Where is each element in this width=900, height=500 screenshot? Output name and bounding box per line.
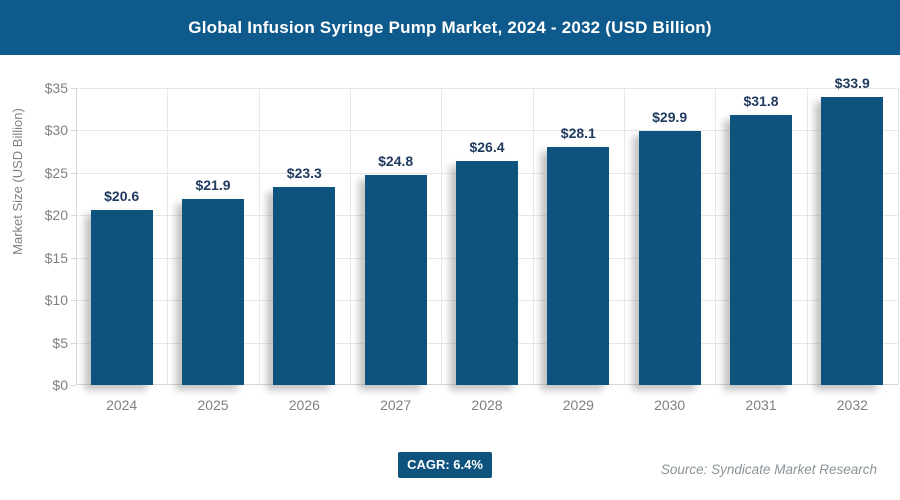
y-axis-line [76,88,77,385]
plot-area: $0 $5 $10 $15 $20 $25 $30 $35 $20.6 2024 $21.9 2025… [45,75,899,413]
y-tick-label: $25 [44,164,68,181]
bar-value-label: $29.9 [652,109,688,126]
gridline-vertical [806,88,808,385]
bar-value-label: $23.3 [286,165,322,182]
bar-2032 [821,97,884,385]
bar-value-label: $31.8 [743,93,779,110]
x-tick-label: 2029 [562,397,594,413]
cagr-badge: CAGR: 6.4% [398,452,492,478]
y-tick-mark [71,385,76,386]
gridline-vertical [532,88,534,385]
y-tick-mark [71,342,76,344]
bar-value-label: $24.8 [378,152,414,169]
y-tick-label: $20 [44,207,68,224]
y-tick-label: $0 [52,377,68,393]
x-tick-label: 2027 [380,397,412,413]
gridline-vertical [441,88,443,385]
y-axis-title: Market Size (USD Billion) [10,108,25,255]
y-tick-mark [71,300,76,302]
y-tick-label: $35 [44,80,68,96]
bar-2028 [456,160,518,385]
x-tick-label: 2032 [836,397,868,413]
y-tick-mark [71,130,76,132]
gridline-vertical [258,88,260,385]
bar-value-label: $21.9 [195,177,231,194]
bar-2029 [547,146,610,385]
gridline-vertical [167,88,169,385]
bar-value-label: $20.6 [104,188,140,205]
x-tick-label: 2024 [106,397,138,413]
y-tick-mark [71,215,76,217]
x-tick-label: 2028 [471,397,503,413]
x-tick-label: 2026 [288,397,320,413]
gridline-vertical [350,88,351,385]
bar-value-label: $33.9 [834,75,870,92]
x-tick-label: 2031 [745,397,777,413]
y-tick-mark [71,172,76,174]
gridline-vertical [624,88,625,385]
bar-2026 [273,187,336,385]
y-tick-mark [71,257,76,259]
bar-2024 [90,210,153,385]
y-tick-label: $30 [44,122,68,139]
chart-title: Global Infusion Syringe Pump Market, 202… [188,17,712,37]
bar-2025 [182,199,244,385]
bar-2027 [364,174,427,385]
bar-value-label: $28.1 [560,124,596,141]
y-tick-mark [71,88,76,89]
bar-value-label: $26.4 [469,138,505,155]
bar-2031 [730,115,792,385]
gridline-horizontal [76,130,898,132]
source-text: Source: Syndicate Market Research [660,462,877,477]
x-tick-label: 2025 [197,397,229,413]
title-bar: Global Infusion Syringe Pump Market, 202… [0,0,900,55]
x-tick-label: 2030 [654,397,686,413]
y-tick-label: $15 [44,249,68,266]
gridline-vertical [715,88,717,385]
gridline-horizontal [76,88,898,89]
y-tick-label: $5 [52,334,68,351]
gridline-vertical [898,88,899,385]
bar-2030 [638,131,701,385]
y-tick-label: $10 [44,292,68,309]
